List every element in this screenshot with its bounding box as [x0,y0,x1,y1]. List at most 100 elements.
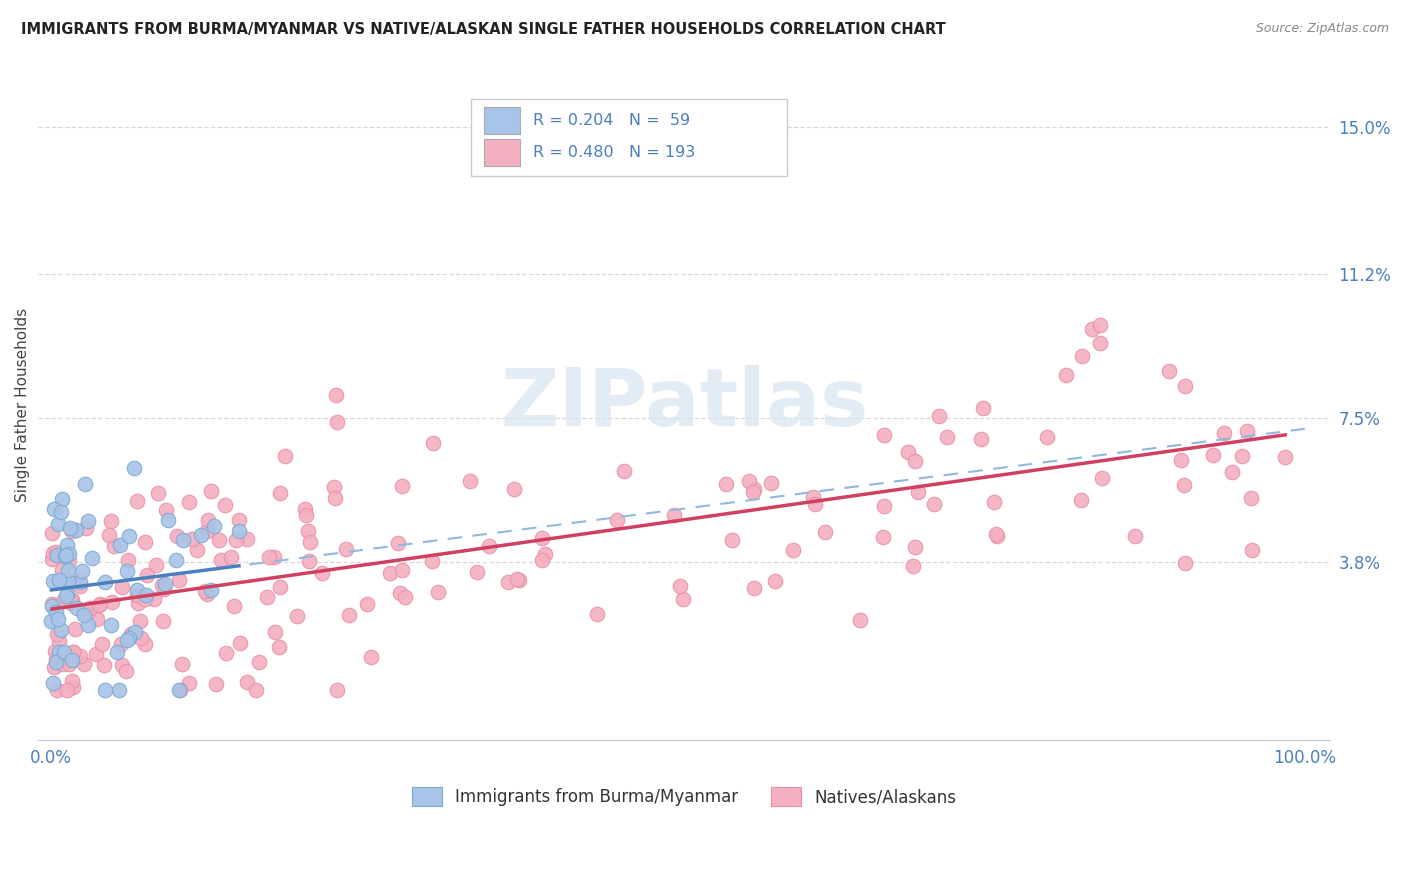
Point [873,427,896,442]
Point [101,595,124,609]
Point [269,485,291,500]
Text: ZIPatlas: ZIPatlas [501,366,869,443]
Point [228,513,250,527]
Point [1274,450,1296,464]
Point [125,588,148,602]
Point [103,539,125,553]
Point [58,657,80,671]
Point [613,464,636,478]
Point [672,591,695,606]
Point [107,683,129,698]
Point [1230,449,1253,463]
Point [897,444,920,458]
Point [422,436,444,450]
Point [1159,364,1181,378]
Point [197,513,219,527]
Point [389,585,412,599]
Point [122,461,145,475]
Point [100,514,122,528]
Point [76,607,98,621]
Point [53,645,76,659]
Point [49,624,72,638]
Point [150,578,173,592]
Point [58,574,80,588]
Point [129,614,152,628]
Point [247,655,270,669]
Point [195,587,218,601]
Point [45,652,67,666]
Point [235,532,257,546]
Point [458,474,481,488]
Point [394,590,416,604]
Point [1170,453,1192,467]
Point [922,497,945,511]
Point [55,548,77,562]
Point [763,574,786,589]
Point [205,677,228,691]
Point [901,558,924,573]
Point [41,599,63,614]
Point [157,513,180,527]
Point [62,644,84,658]
Point [606,513,628,527]
Point [89,597,111,611]
Point [170,657,193,672]
Point [814,524,837,539]
Point [186,542,208,557]
Point [45,683,67,698]
FancyBboxPatch shape [484,107,520,134]
FancyBboxPatch shape [484,139,520,166]
Point [53,549,76,564]
Point [478,539,501,553]
Point [1240,543,1263,558]
Point [45,544,67,558]
Point [60,593,83,607]
Point [195,524,218,538]
Point [129,631,152,645]
Point [508,573,530,587]
Point [219,549,242,564]
Point [1070,350,1092,364]
Point [207,533,229,547]
Point [986,529,1008,543]
Point [134,534,156,549]
Point [801,490,824,504]
Point [69,574,91,589]
Point [256,591,278,605]
Point [125,494,148,508]
Point [274,449,297,463]
Point [360,649,382,664]
Point [73,657,96,671]
Point [127,596,149,610]
Point [209,553,232,567]
Point [907,485,929,500]
Point [125,583,148,598]
Point [94,683,117,698]
Point [41,552,63,566]
Point [86,612,108,626]
Point [80,551,103,566]
Point [110,658,132,673]
Point [738,474,761,488]
Point [285,609,308,624]
Point [1213,426,1236,441]
Point [534,547,557,561]
Point [295,508,318,522]
Point [759,475,782,490]
Point [972,401,994,415]
Point [387,536,409,550]
Point [294,501,316,516]
Point [194,584,217,599]
Point [391,479,413,493]
Point [172,533,194,547]
Point [44,643,66,657]
Point [41,614,63,628]
Point [48,573,70,587]
Point [1091,471,1114,485]
Point [323,491,346,505]
Point [904,454,927,468]
Point [52,657,75,672]
Point [222,599,245,613]
Point [984,527,1007,541]
Point [323,480,346,494]
